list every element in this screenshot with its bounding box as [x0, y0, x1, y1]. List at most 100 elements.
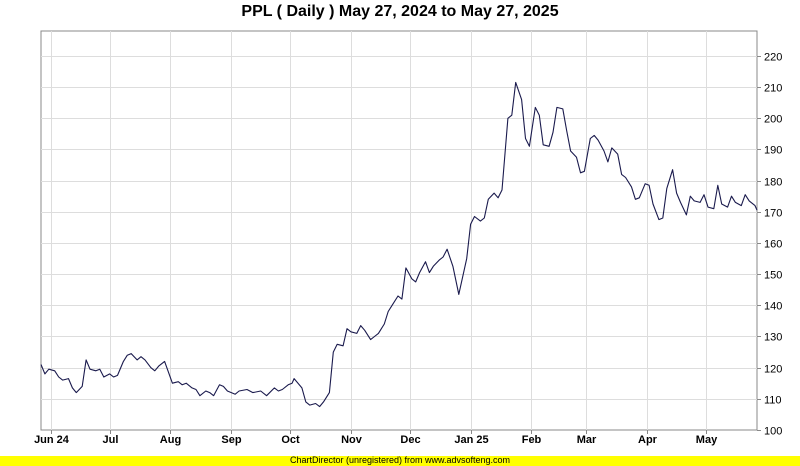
- data-point: [576, 157, 577, 158]
- data-point: [731, 196, 732, 197]
- data-point: [123, 361, 124, 362]
- data-point: [192, 387, 193, 388]
- data-point: [68, 378, 69, 379]
- data-point: [227, 391, 228, 392]
- data-point: [384, 324, 385, 325]
- y-tick-label: 180: [764, 177, 782, 189]
- data-point: [543, 144, 544, 145]
- data-point: [439, 260, 440, 261]
- x-tick-label: Sep: [221, 434, 241, 446]
- data-point: [137, 359, 138, 360]
- data-point: [429, 272, 430, 273]
- data-point: [757, 210, 758, 211]
- data-point: [419, 272, 420, 273]
- data-point: [570, 151, 571, 152]
- data-point: [343, 345, 344, 346]
- data-point: [150, 367, 151, 368]
- data-point: [392, 305, 393, 306]
- data-point: [103, 377, 104, 378]
- x-tick-label: Jan 25: [454, 434, 488, 446]
- data-point: [452, 266, 453, 267]
- data-point: [755, 205, 756, 206]
- y-tick-label: 190: [764, 145, 782, 157]
- y-tick-label: 170: [764, 208, 782, 220]
- data-point: [127, 355, 128, 356]
- data-point: [329, 392, 330, 393]
- data-point: [301, 387, 302, 388]
- data-point: [141, 356, 142, 357]
- x-tick-label: Dec: [400, 434, 420, 446]
- data-point: [433, 266, 434, 267]
- x-tick-label: Mar: [577, 434, 597, 446]
- data-point: [700, 202, 701, 203]
- data-point: [154, 370, 155, 371]
- data-point: [635, 199, 636, 200]
- footer-text: ChartDirector (unregistered) from www.ad…: [289, 455, 511, 465]
- data-point: [182, 384, 183, 385]
- data-point: [274, 387, 275, 388]
- data-point: [680, 202, 681, 203]
- data-point: [721, 204, 722, 205]
- data-point: [235, 394, 236, 395]
- data-point: [41, 364, 42, 365]
- data-point: [502, 190, 503, 191]
- x-tick-label: May: [696, 434, 718, 446]
- data-point: [488, 199, 489, 200]
- data-point: [443, 257, 444, 258]
- data-point: [309, 405, 310, 406]
- x-tick-label: Feb: [522, 434, 542, 446]
- data-point: [186, 383, 187, 384]
- data-point: [82, 386, 83, 387]
- data-point: [356, 333, 357, 334]
- data-point: [219, 384, 220, 385]
- data-point: [398, 296, 399, 297]
- data-point: [117, 375, 118, 376]
- data-point: [535, 107, 536, 108]
- data-point: [411, 278, 412, 279]
- data-point: [704, 194, 705, 195]
- data-point: [580, 172, 581, 173]
- data-point: [266, 395, 267, 396]
- data-point: [607, 161, 608, 162]
- data-point: [480, 221, 481, 222]
- chart-plot: Jun 24 Jul Aug Sep Oct Nov Dec Jan 25 Feb Mar Apr M…: [34, 30, 782, 446]
- data-point: [521, 99, 522, 100]
- y-tick-label: 120: [764, 364, 782, 376]
- data-point: [639, 197, 640, 198]
- y-tick-label: 100: [764, 426, 782, 438]
- data-point: [625, 177, 626, 178]
- data-point: [507, 118, 508, 119]
- data-point: [260, 391, 261, 392]
- data-point: [415, 281, 416, 282]
- data-point: [278, 391, 279, 392]
- data-point: [44, 373, 45, 374]
- y-tick-label: 210: [764, 83, 782, 95]
- data-point: [556, 107, 557, 108]
- data-point: [252, 392, 253, 393]
- grid-lines: [41, 31, 757, 430]
- data-point: [741, 205, 742, 206]
- data-point: [562, 108, 563, 109]
- data-point: [708, 207, 709, 208]
- plot-area: [40, 30, 758, 431]
- data-point: [239, 391, 240, 392]
- data-point: [370, 339, 371, 340]
- data-point: [86, 359, 87, 360]
- data-point: [168, 372, 169, 373]
- data-point: [247, 389, 248, 390]
- y-axis-ticks: 100 110 120 130 140 150 160 170 180 190 200 210 220: [757, 52, 782, 438]
- data-point: [617, 154, 618, 155]
- data-point: [690, 196, 691, 197]
- data-point: [474, 216, 475, 217]
- x-tick-label: Aug: [160, 434, 181, 446]
- data-point: [388, 311, 389, 312]
- data-point: [549, 146, 550, 147]
- data-point: [131, 353, 132, 354]
- data-point: [611, 147, 612, 148]
- data-point: [282, 389, 283, 390]
- data-point: [378, 333, 379, 334]
- data-point: [598, 140, 599, 141]
- data-point: [745, 194, 746, 195]
- data-point: [305, 401, 306, 402]
- y-tick-label: 140: [764, 301, 782, 313]
